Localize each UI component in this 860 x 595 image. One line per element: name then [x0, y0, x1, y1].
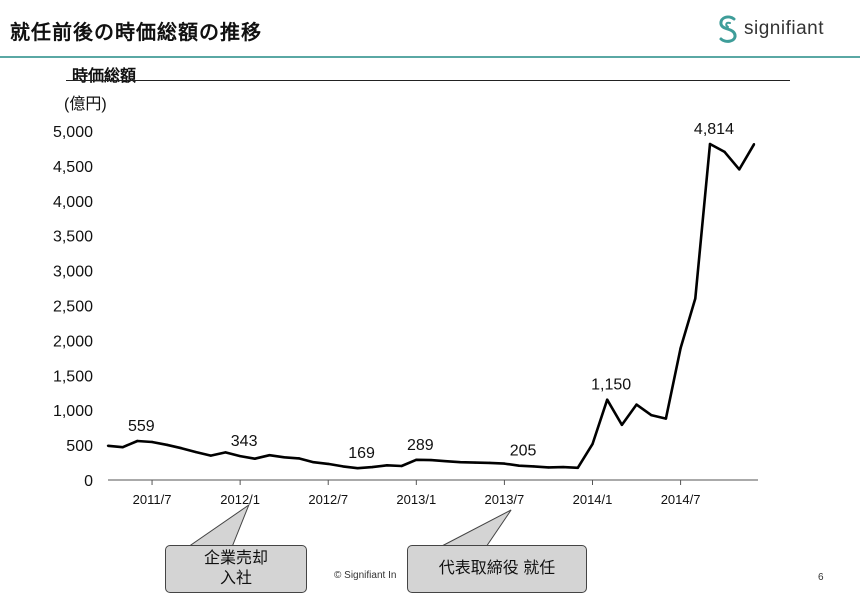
data-label: 205	[510, 443, 537, 460]
data-point	[591, 442, 594, 446]
header-divider	[0, 56, 860, 58]
data-point	[429, 458, 433, 462]
data-point	[605, 398, 609, 401]
data-label: 4,814	[694, 121, 734, 138]
y-tick-label: 1,500	[53, 368, 93, 385]
callout-ceo-appointment: 代表取締役 就任	[407, 545, 587, 593]
data-point	[517, 464, 521, 467]
callout-company-sale: 企業売却 入社	[165, 545, 307, 593]
data-point	[371, 465, 374, 469]
data-label: 169	[348, 445, 375, 462]
logo: signifiant	[716, 14, 824, 44]
data-point	[723, 150, 726, 154]
callout-pointer-company-sale	[186, 503, 250, 548]
data-point	[444, 459, 447, 463]
chart-title-divider	[66, 80, 790, 81]
series-line	[107, 142, 756, 470]
y-tick-label: 500	[66, 438, 93, 455]
data-point	[106, 444, 110, 447]
x-tick-label: 2013/7	[485, 492, 525, 507]
data-point	[561, 465, 565, 469]
data-point	[752, 143, 756, 146]
data-point	[194, 450, 198, 454]
y-tick-label: 2,500	[53, 299, 93, 316]
data-point	[738, 168, 741, 171]
data-point	[694, 297, 697, 300]
y-tick-label: 4,500	[53, 159, 93, 176]
callout-company-sale-line1: 企業売却	[203, 550, 268, 567]
data-point	[679, 346, 682, 350]
data-point	[224, 451, 227, 454]
copyright-footer: © Signifiant In	[334, 570, 397, 581]
y-tick-label: 3,500	[53, 229, 93, 246]
logo-text: signifiant	[744, 18, 824, 39]
data-point	[488, 461, 491, 465]
data-point	[415, 458, 418, 462]
callout-ceo-appointment-label: 代表取締役 就任	[438, 560, 556, 577]
data-label: 559	[128, 418, 155, 435]
data-point	[180, 447, 183, 450]
data-label: 289	[407, 437, 434, 454]
data-point	[547, 466, 550, 469]
data-point	[459, 461, 462, 464]
x-tick-label: 2014/7	[661, 492, 701, 507]
data-point	[209, 454, 212, 457]
data-point	[268, 454, 271, 457]
page-number: 6	[818, 572, 824, 583]
y-tick-label: 2,000	[53, 333, 93, 350]
data-point	[238, 454, 242, 458]
data-point	[165, 443, 168, 446]
data-point	[473, 461, 477, 464]
data-label: 1,150	[591, 377, 631, 394]
y-tick-label: 4,000	[53, 194, 93, 211]
data-point	[708, 142, 712, 146]
page-title: 就任前後の時価総額の推移	[10, 22, 262, 44]
data-point	[253, 457, 257, 460]
signifiant-s-icon	[719, 15, 737, 43]
callout-pointer-ceo-appointment	[439, 509, 512, 548]
data-point	[620, 423, 624, 427]
x-tick-label: 2014/1	[573, 492, 613, 507]
y-axis-unit-label: (億円)	[64, 96, 107, 113]
data-point	[503, 462, 506, 465]
data-point	[650, 413, 653, 417]
data-point	[576, 466, 580, 469]
x-tick-label: 2011/7	[133, 492, 172, 507]
data-point	[385, 464, 389, 467]
data-point	[327, 462, 330, 466]
y-tick-label: 5,000	[53, 124, 93, 141]
data-label: 343	[231, 433, 258, 450]
data-point	[136, 439, 139, 443]
data-point	[635, 403, 638, 406]
x-tick-label: 2013/1	[396, 492, 436, 507]
y-tick-label: 3,000	[53, 264, 93, 281]
callout-company-sale-line2: 入社	[219, 570, 252, 587]
y-tick-label: 1,000	[53, 403, 93, 420]
data-point	[297, 457, 301, 460]
data-point	[312, 461, 315, 464]
x-tick-label: 2012/1	[220, 492, 260, 507]
x-tick-label: 2012/7	[308, 492, 348, 507]
data-point	[532, 465, 535, 468]
data-point	[282, 456, 286, 459]
y-tick-label: 0	[84, 473, 93, 490]
data-point	[400, 464, 403, 468]
data-point	[356, 467, 359, 470]
data-point	[121, 445, 124, 449]
data-point	[150, 440, 154, 444]
data-point	[341, 465, 345, 468]
data-point	[664, 417, 668, 420]
